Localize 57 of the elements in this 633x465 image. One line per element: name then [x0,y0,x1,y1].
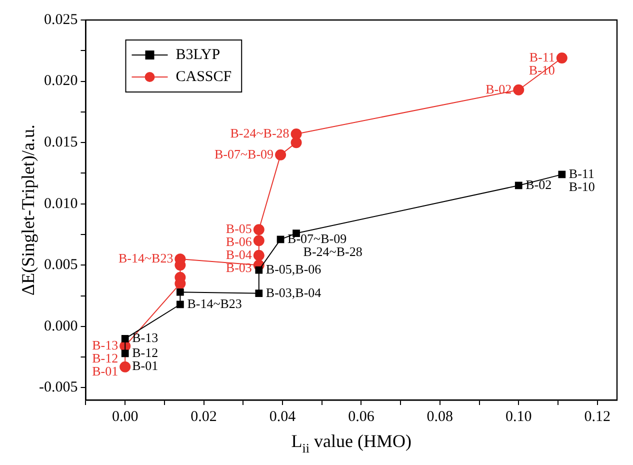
annotation: B-02 [526,176,552,192]
point [513,84,524,96]
point [556,52,568,64]
point [176,300,184,308]
point [121,350,129,358]
annotation: B-13 [132,330,158,346]
x-tick-label: 0.08 [426,408,454,425]
annotation: B-13 [92,337,118,352]
annotation: B-02 [486,81,512,96]
annotation: B-03,B-04 [266,284,322,300]
annotation: B-07~B-09 [214,146,274,162]
point [253,250,264,261]
point [176,288,184,296]
annotation: B-05,B-06 [266,261,322,276]
point [276,236,284,244]
annotation: B-24~B-28 [230,125,290,140]
annotation: B-10 [568,178,595,194]
annotation: B-11 [529,49,555,64]
annotation: B-06 [226,234,252,250]
annotation: B-05 [226,221,252,236]
y-tick-label: 0.000 [44,318,78,334]
point [253,224,264,236]
point [121,335,129,342]
y-tick-label: 0.005 [44,257,78,274]
y-tick-label: 0.015 [44,134,78,151]
y-tick-label: 0.020 [44,73,78,90]
annotation: B-12 [132,344,158,360]
point [514,182,522,190]
annotation: B-07~B-09 [288,230,347,246]
legend-label: CASSCF [176,68,232,85]
point [255,266,263,274]
point [290,128,302,140]
annotation: B-01 [92,363,118,378]
y-tick-label: -0.005 [38,380,78,396]
annotation: B-01 [132,358,158,373]
annotation: B-12 [92,350,118,366]
annotation: B-11 [568,166,594,181]
point [255,290,263,298]
y-tick-label: 0.010 [44,196,78,212]
x-tick-label: 0.06 [348,408,375,425]
y-axis-title: ΔE(Singlet-Triplet)/a.u. [18,124,38,296]
point [120,361,131,372]
point [275,149,286,160]
annotation: B-04 [226,247,252,262]
x-tick-label: 0.02 [190,408,217,425]
annotation: B-14~B23 [118,250,174,266]
x-tick-label: 0.12 [584,408,610,425]
annotation: B-24~B-28 [303,244,362,259]
y-tick-label: 0.025 [44,12,78,28]
x-tick-label: 0.04 [269,408,296,425]
x-tick-label: 0.10 [505,408,532,425]
legend-label: B3LYP [176,46,220,63]
x-tick-label: 0.00 [112,408,138,425]
annotation: B-14~B23 [187,296,242,311]
point [253,235,264,246]
point [558,170,566,178]
annotation: B-03 [226,260,252,276]
